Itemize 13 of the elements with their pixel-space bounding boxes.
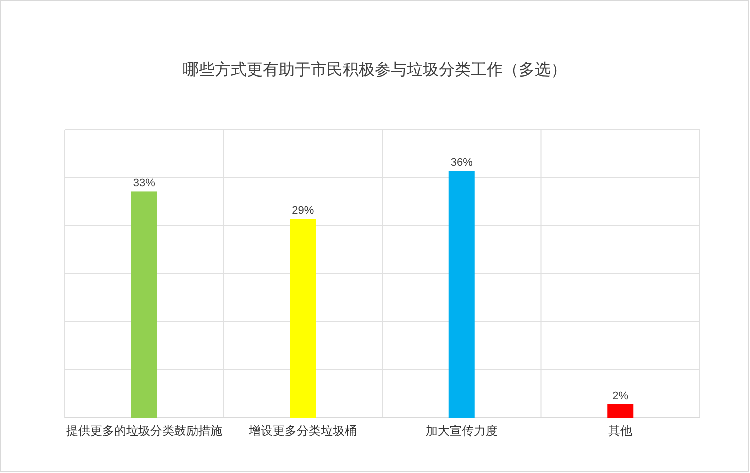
data-label: 29% (292, 205, 314, 218)
x-tick-label: 加大宣传力度 (426, 424, 498, 438)
x-tick-label: 提供更多的垃圾分类鼓励措施 (66, 424, 222, 438)
chart-title: 哪些方式更有助于市民积极参与垃圾分类工作（多选） (183, 61, 567, 79)
bar (131, 192, 158, 418)
bar (290, 219, 316, 418)
x-tick-label: 增设更多分类垃圾桶 (248, 424, 358, 438)
data-label: 2% (612, 390, 629, 402)
bar (608, 404, 634, 418)
data-label: 36% (450, 157, 474, 170)
data-label: 33% (133, 178, 156, 190)
bar (448, 171, 475, 418)
x-tick-label: 其他 (608, 424, 633, 438)
